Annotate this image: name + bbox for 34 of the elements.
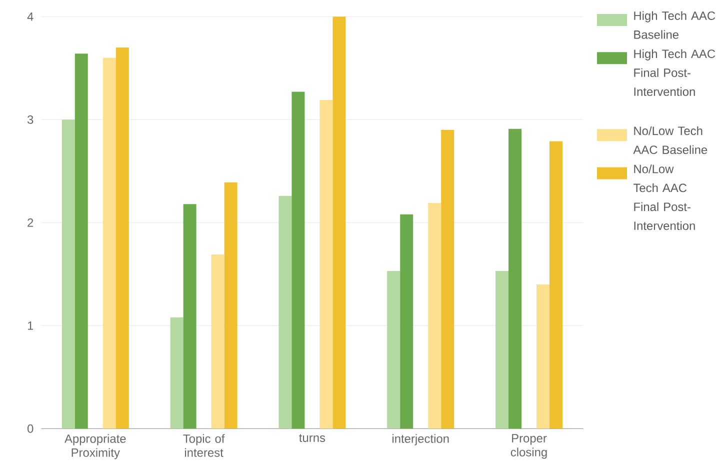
y-tick-label: 2 bbox=[28, 218, 34, 227]
bar bbox=[496, 271, 508, 429]
bar bbox=[428, 203, 442, 429]
y-tick-label: 3 bbox=[27, 115, 34, 124]
bar bbox=[102, 58, 116, 429]
bar bbox=[536, 284, 550, 429]
legend-label: No/Low Tech AAC Baseline bbox=[633, 126, 708, 154]
bar bbox=[387, 271, 400, 429]
bar bbox=[332, 16, 346, 429]
legend-label: High Tech AAC Baseline bbox=[634, 11, 716, 39]
x-tick-label: Appropriate Proximity bbox=[64, 434, 126, 460]
x-tick-label: turns bbox=[299, 434, 326, 442]
bar bbox=[211, 254, 224, 429]
bar bbox=[170, 317, 184, 429]
bar bbox=[292, 92, 305, 429]
bar bbox=[74, 54, 88, 429]
x-tick-label: Proper closing bbox=[510, 434, 547, 459]
bar bbox=[224, 182, 238, 429]
bar bbox=[278, 196, 292, 429]
bar bbox=[400, 214, 414, 429]
y-tick-label: 4 bbox=[27, 12, 34, 21]
bar bbox=[62, 120, 75, 429]
x-tick-label: interjection bbox=[392, 434, 449, 446]
bar bbox=[441, 130, 454, 429]
bar bbox=[116, 48, 129, 429]
bar bbox=[550, 141, 562, 429]
x-tick-label: Topic of interest bbox=[183, 434, 225, 457]
legend-label: High Tech AAC Final Post-Intervention bbox=[634, 49, 716, 96]
bar bbox=[508, 128, 522, 429]
y-tick-label: 1 bbox=[28, 322, 34, 330]
bar bbox=[183, 204, 196, 429]
legend-label: No/Low Tech AAC Final Post-Intervention bbox=[633, 164, 695, 230]
bar bbox=[320, 100, 333, 429]
y-tick-label: 0 bbox=[28, 424, 34, 433]
